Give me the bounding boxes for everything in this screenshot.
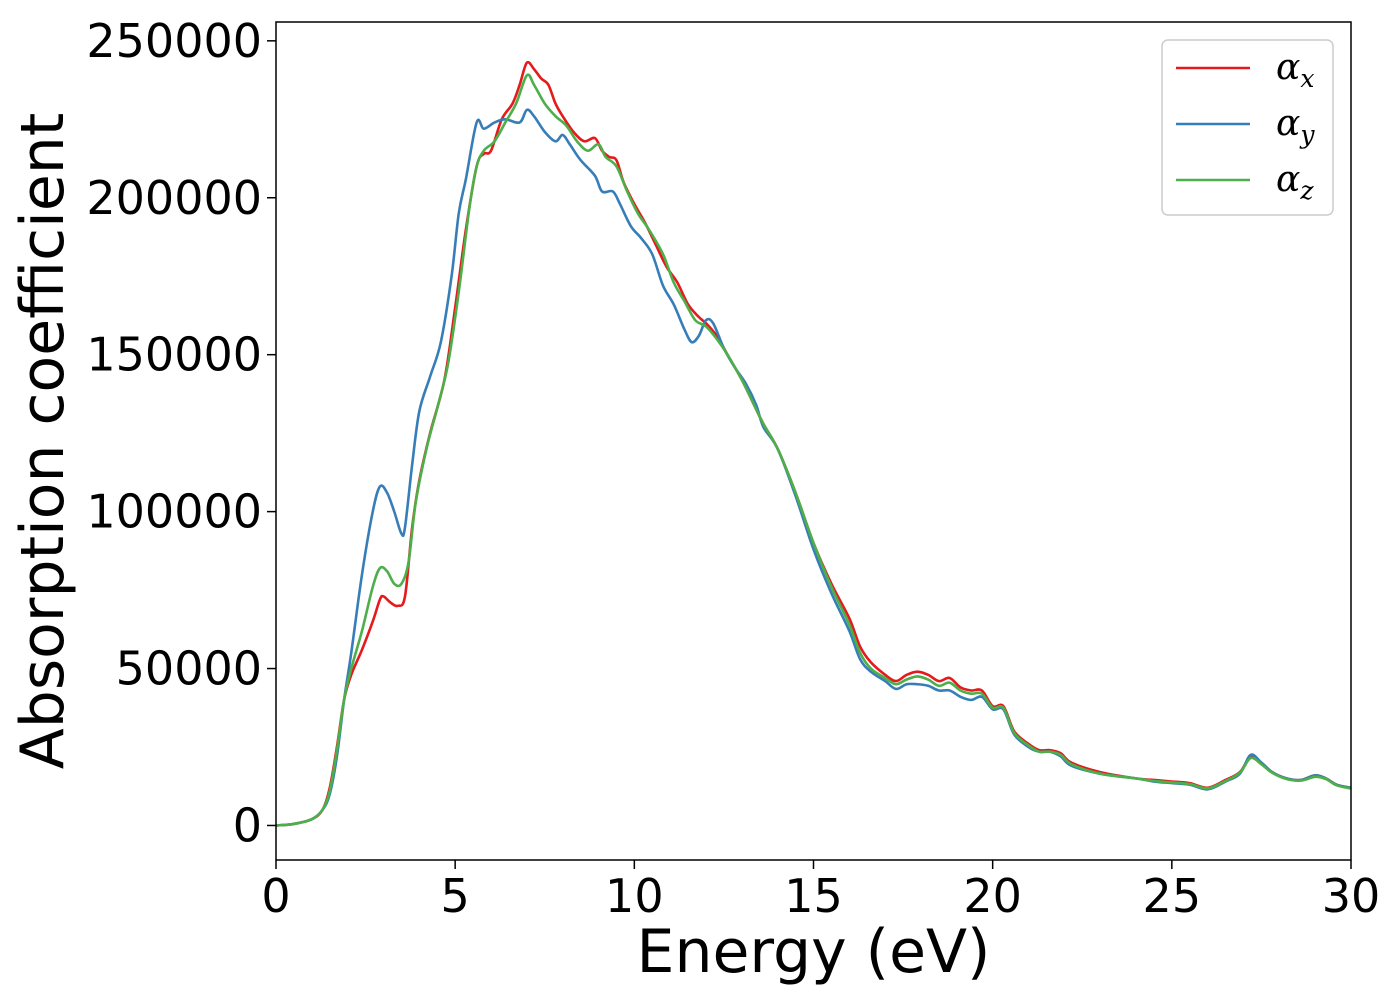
y-tick-label: 0 [233, 798, 262, 852]
legend-entry-y: αy [1176, 103, 1315, 149]
series-lines [276, 60, 1351, 827]
legend-label: αy [1276, 103, 1315, 149]
legend-label: αz [1276, 159, 1314, 205]
y-tick-label: 50000 [116, 642, 262, 696]
legend-box [1161, 39, 1334, 216]
legend: αx αy αz [1161, 39, 1334, 216]
x-axis-label: Energy (eV) [637, 917, 991, 987]
x-tick-label: 10 [605, 869, 664, 923]
x-tick-label: 20 [963, 869, 1022, 923]
legend-label: αx [1276, 47, 1314, 93]
x-tick-label: 15 [784, 869, 843, 923]
y-axis-label: Absorption coefficient [8, 113, 78, 770]
y-tick-label: 150000 [86, 328, 262, 382]
series-line-z [276, 73, 1351, 827]
legend-entry-x: αx [1176, 47, 1314, 93]
legend-entry-z: αz [1176, 159, 1314, 205]
x-tick-label: 25 [1143, 869, 1202, 923]
x-tick-label: 5 [441, 869, 470, 923]
x-tick-label: 30 [1322, 869, 1381, 923]
series-line-y [276, 108, 1351, 827]
x-tick-label: 0 [261, 869, 290, 923]
x-axis-ticks: 0 5 10 15 20 25 30 [261, 860, 1380, 923]
y-tick-label: 200000 [86, 171, 262, 225]
y-axis-ticks: 0 50000 100000 150000 200000 250000 [86, 14, 276, 852]
y-tick-label: 100000 [86, 485, 262, 539]
y-tick-label: 250000 [86, 14, 262, 68]
